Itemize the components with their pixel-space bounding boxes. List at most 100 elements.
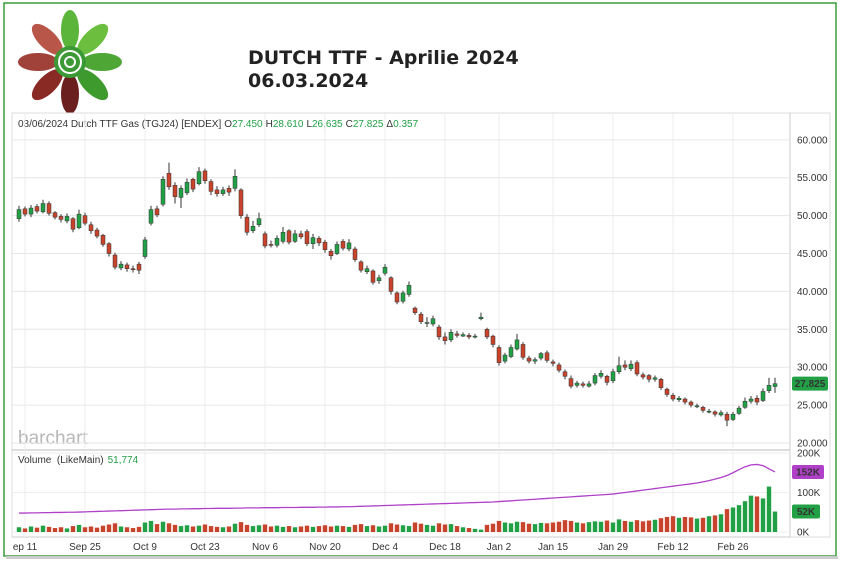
volume-bar <box>430 525 436 532</box>
candle-body <box>502 354 508 362</box>
candle-body <box>694 405 700 408</box>
x-tick-label: Oct 9 <box>133 542 157 553</box>
volume-bar <box>706 516 712 532</box>
volume-bar <box>694 518 700 532</box>
candle-body <box>448 332 454 341</box>
x-tick-label: Jan 2 <box>487 542 512 553</box>
candle-body <box>40 203 46 213</box>
volume-bar <box>544 523 550 532</box>
volume-bar <box>166 523 172 532</box>
candle-body <box>568 378 574 387</box>
candle-body <box>34 206 40 212</box>
candle-body <box>742 401 748 408</box>
volume-legend: Volume (LikeMain) 51,774 <box>18 455 139 466</box>
volume-bar <box>172 524 178 532</box>
volume-bar <box>718 514 724 532</box>
volume-bar <box>370 525 376 532</box>
candle-body <box>286 230 292 243</box>
volume-bar <box>436 523 442 532</box>
ma-tag <box>792 464 824 479</box>
candle-body <box>604 376 610 383</box>
volume-bar <box>250 526 256 532</box>
volume-bar <box>736 505 742 532</box>
x-tick-label: Dec 4 <box>372 542 399 553</box>
candle-body <box>274 238 280 246</box>
candle-body <box>472 335 478 338</box>
volume-bar <box>562 520 568 532</box>
y2-tick-label: 200K <box>797 449 821 460</box>
volume-bar <box>328 526 334 532</box>
volume-bar <box>394 524 400 532</box>
candle-body <box>232 175 238 189</box>
volume-bar <box>712 515 718 532</box>
x-tick-label: Feb 12 <box>657 542 689 553</box>
volume-bar <box>316 526 322 532</box>
candle-body <box>526 357 532 362</box>
candle-body <box>226 188 232 193</box>
volume-bar <box>364 526 370 532</box>
price-tag-label: 27.825 <box>795 379 826 390</box>
x-tick-label: Nov 6 <box>252 542 279 553</box>
volume-bar <box>442 524 448 532</box>
volume-bar <box>220 527 226 532</box>
volume-bar <box>592 521 598 532</box>
volume-bar <box>304 525 310 532</box>
candle-body <box>616 365 622 372</box>
candle-body <box>418 313 424 322</box>
volume-bar <box>742 501 748 532</box>
candle-body <box>574 382 580 386</box>
candle-body <box>424 322 430 324</box>
volume-legend-text: Volume (LikeMain) <box>18 455 104 466</box>
volume-bar <box>190 526 196 532</box>
volume-bar <box>136 526 142 532</box>
volume-bar <box>454 526 460 532</box>
volume-bar <box>766 486 772 532</box>
volume-bar <box>268 526 274 532</box>
volume-bar <box>310 526 316 532</box>
volume-bar <box>160 521 166 532</box>
x-tick-label: Nov 20 <box>309 542 341 553</box>
candle-body <box>682 398 688 403</box>
candle-body <box>334 244 340 254</box>
volume-bar <box>52 528 58 532</box>
volume-bar <box>274 525 280 532</box>
volume-last: 51,774 <box>108 455 139 466</box>
candle-body <box>70 218 76 230</box>
candle-body <box>754 398 760 403</box>
candle-body <box>406 285 412 295</box>
candle-body <box>64 216 70 222</box>
candle-body <box>376 277 382 282</box>
volume-bar <box>154 524 160 532</box>
candle-body <box>580 383 586 386</box>
x-tick-label: Jan 29 <box>598 542 628 553</box>
volume-bar <box>64 528 70 532</box>
volume-bar <box>760 498 766 532</box>
volume-bar <box>322 525 328 532</box>
candle-body <box>520 344 526 358</box>
volume-bar <box>724 509 730 532</box>
candle-body <box>154 208 160 216</box>
logo <box>18 10 122 114</box>
volume-bar <box>340 526 346 532</box>
candle-body <box>610 371 616 382</box>
volume-bar <box>34 527 40 532</box>
candle-body <box>364 268 370 272</box>
volume-bar <box>280 526 286 532</box>
candle-body <box>652 377 658 380</box>
volume-bar <box>358 524 364 532</box>
candle-body <box>400 292 406 302</box>
candle-body <box>178 188 184 198</box>
x-tick-label: Oct 23 <box>190 542 220 553</box>
candle-body <box>238 189 244 216</box>
volume-bar <box>46 526 52 532</box>
candle-body <box>208 181 214 192</box>
volume-bar <box>514 521 520 532</box>
candle-body <box>598 373 604 377</box>
volume-bar <box>76 524 82 532</box>
candle-body <box>130 268 136 270</box>
volume-bar <box>412 522 418 532</box>
y-tick-label: 50.000 <box>797 211 828 222</box>
volume-bar <box>406 526 412 532</box>
candle-body <box>658 379 664 388</box>
